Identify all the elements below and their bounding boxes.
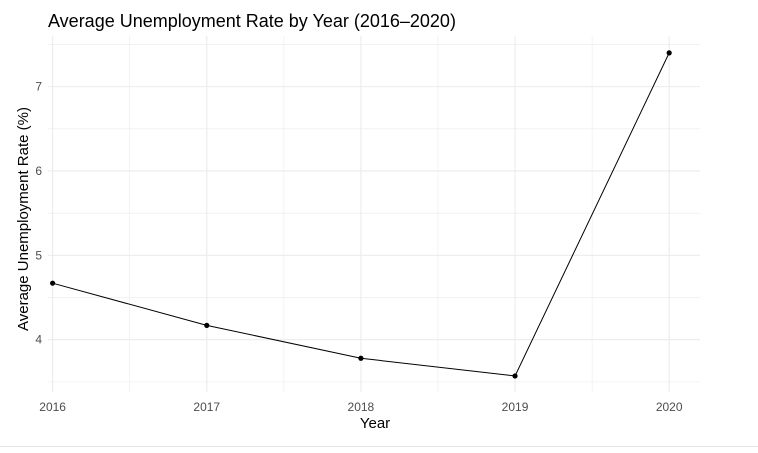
y-tick-label: 4 bbox=[35, 333, 42, 347]
major-gridlines bbox=[48, 36, 700, 392]
chart-title: Average Unemployment Rate by Year (2016–… bbox=[48, 11, 456, 31]
x-tick-label: 2016 bbox=[39, 400, 66, 414]
data-point bbox=[358, 355, 364, 361]
data-point bbox=[50, 280, 56, 286]
data-point bbox=[666, 50, 672, 56]
x-axis-title: Year bbox=[360, 415, 390, 432]
data-point bbox=[512, 373, 518, 379]
y-tick-label: 7 bbox=[35, 80, 42, 94]
x-tick-label: 2019 bbox=[502, 400, 529, 414]
data-point bbox=[204, 322, 210, 328]
x-axis-ticks: 2016 2017 2018 2019 2020 bbox=[39, 400, 683, 414]
x-tick-label: 2017 bbox=[193, 400, 220, 414]
y-axis-ticks: 4 5 6 7 bbox=[35, 80, 42, 347]
x-tick-label: 2020 bbox=[656, 400, 683, 414]
series-unemployment bbox=[50, 50, 672, 379]
y-tick-label: 5 bbox=[35, 248, 42, 262]
y-tick-label: 6 bbox=[35, 164, 42, 178]
bottom-divider bbox=[0, 446, 758, 447]
y-axis-title: Average Unemployment Rate (%) bbox=[15, 107, 32, 331]
x-tick-label: 2018 bbox=[348, 400, 375, 414]
minor-gridlines bbox=[48, 36, 700, 392]
